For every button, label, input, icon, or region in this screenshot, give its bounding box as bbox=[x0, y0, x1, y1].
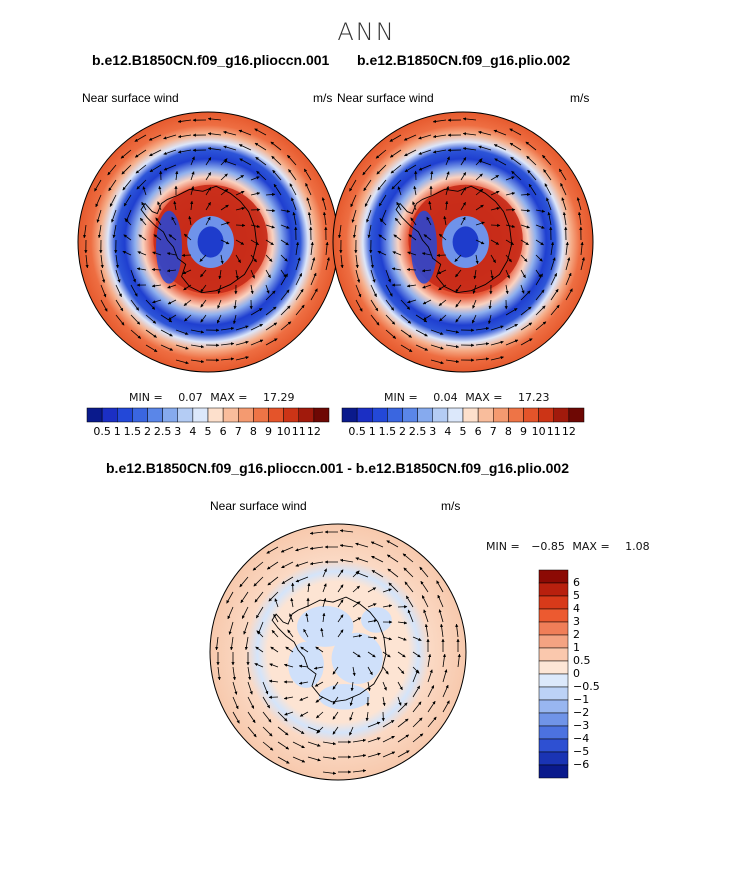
difference-max-value: 1.08 bbox=[625, 540, 650, 553]
panel-1-colorbar-label: 8 bbox=[249, 425, 257, 438]
difference-colorbar-label: −3 bbox=[573, 719, 590, 732]
panel-1-max-label: MAX = bbox=[210, 391, 248, 404]
difference-colorbar-label: −2 bbox=[573, 706, 590, 719]
panel-2-colorbar-label: 1.5 bbox=[378, 425, 397, 438]
panel-2-colorbar-label: 7 bbox=[489, 425, 497, 438]
panel-1-map bbox=[77, 111, 339, 373]
panel-1-min-label: MIN = bbox=[129, 391, 163, 404]
panel-1-colorbar-label: 11 bbox=[291, 425, 306, 438]
panel-2-colorbar-label: 3 bbox=[429, 425, 437, 438]
panel-2-colorbar-label: 6 bbox=[474, 425, 482, 438]
panel-2-colorbar-label: 2.5 bbox=[408, 425, 427, 438]
panel-1-colorbar-label: 12 bbox=[306, 425, 321, 438]
difference-colorbar-label: 6 bbox=[573, 576, 580, 589]
panel-2-colorbar-label: 12 bbox=[561, 425, 576, 438]
main-title: ANN bbox=[337, 18, 396, 46]
difference-colorbar-label: −5 bbox=[573, 745, 590, 758]
panel-1-colorbar-boxes bbox=[86, 407, 330, 423]
panel-1-colorbar-label: 1.5 bbox=[123, 425, 142, 438]
panel-2-colorbar-label: 9 bbox=[520, 425, 527, 438]
difference-colorbar-label: 4 bbox=[573, 602, 580, 615]
panel-1-colorbar-label: 9 bbox=[265, 425, 272, 438]
panel-1-case-title: b.e12.B1850CN.f09_g16.plioccn.001 bbox=[92, 52, 330, 68]
difference-map bbox=[209, 523, 467, 781]
difference-min-value: −0.85 bbox=[531, 540, 565, 553]
difference-colorbar-label: 2 bbox=[573, 628, 580, 641]
panel-2-min-value: 0.04 bbox=[433, 391, 458, 404]
difference-colorbar-label: 5 bbox=[573, 589, 580, 602]
panel-2-colorbar-boxes bbox=[341, 407, 585, 423]
difference-min-label: MIN = bbox=[486, 540, 520, 553]
panel-2-min-label: MIN = bbox=[384, 391, 418, 404]
panel-2-colorbar-label: 2 bbox=[399, 425, 406, 438]
difference-max-label: MAX = bbox=[572, 540, 610, 553]
panel-2-wind-vectors bbox=[338, 117, 585, 365]
panel-1-colorbar-label: 10 bbox=[276, 425, 291, 438]
difference-colorbar-label: 1 bbox=[573, 641, 580, 654]
panel-2-colorbar-label: 5 bbox=[459, 425, 467, 438]
difference-variable-label: Near surface wind bbox=[210, 499, 307, 513]
panel-1-colorbar-label: 3 bbox=[174, 425, 182, 438]
panel-1-colorbar-label: 6 bbox=[219, 425, 227, 438]
difference-colorbar-label: −1 bbox=[573, 693, 590, 706]
panel-1-colorbar-label: 7 bbox=[234, 425, 242, 438]
panel-2-variable-label: Near surface wind bbox=[337, 91, 434, 105]
difference-colorbar-label: −0.5 bbox=[573, 680, 600, 693]
difference-units-label: m/s bbox=[441, 499, 461, 513]
panel-2-units-label: m/s bbox=[570, 91, 590, 105]
panel-1-colorbar-label: 2 bbox=[144, 425, 151, 438]
difference-colorbar-boxes bbox=[538, 569, 569, 779]
panel-2-map bbox=[332, 111, 594, 373]
difference-colorbar-label: −4 bbox=[573, 732, 590, 745]
panel-2-max-label: MAX = bbox=[465, 391, 503, 404]
panel-1-colorbar-label: 5 bbox=[204, 425, 212, 438]
panel-1-variable-label: Near surface wind bbox=[82, 91, 179, 105]
panel-2-colorbar-label: 10 bbox=[531, 425, 546, 438]
difference-title: b.e12.B1850CN.f09_g16.plioccn.001 - b.e1… bbox=[106, 460, 570, 476]
difference-colorbar-label: −6 bbox=[573, 758, 590, 771]
panel-2-colorbar-label: 0.5 bbox=[348, 425, 366, 438]
panel-1-min-value: 0.07 bbox=[178, 391, 203, 404]
panel-1-colorbar-label: 2.5 bbox=[153, 425, 172, 438]
panel-2-colorbar-label: 1 bbox=[368, 425, 376, 438]
panel-1-colorbar-label: 4 bbox=[189, 425, 197, 438]
panel-2-colorbar-label: 4 bbox=[444, 425, 452, 438]
difference-colorbar-label: 0 bbox=[573, 667, 580, 680]
panel-1-wind-vectors bbox=[83, 117, 330, 365]
panel-2-max-value: 17.23 bbox=[517, 391, 550, 404]
panel-1-units-label: m/s bbox=[313, 91, 333, 105]
panel-2-case-title: b.e12.B1850CN.f09_g16.plio.002 bbox=[357, 52, 571, 68]
panel-1-max-value: 17.29 bbox=[262, 391, 295, 404]
panel-1-colorbar-label: 1 bbox=[113, 425, 121, 438]
difference-colorbar-label: 0.5 bbox=[573, 654, 591, 667]
difference-wind-vectors bbox=[215, 529, 461, 775]
panel-2-colorbar-label: 8 bbox=[504, 425, 512, 438]
panel-1-colorbar-label: 0.5 bbox=[93, 425, 111, 438]
difference-colorbar-label: 3 bbox=[573, 615, 580, 628]
panel-2-colorbar-label: 11 bbox=[546, 425, 561, 438]
